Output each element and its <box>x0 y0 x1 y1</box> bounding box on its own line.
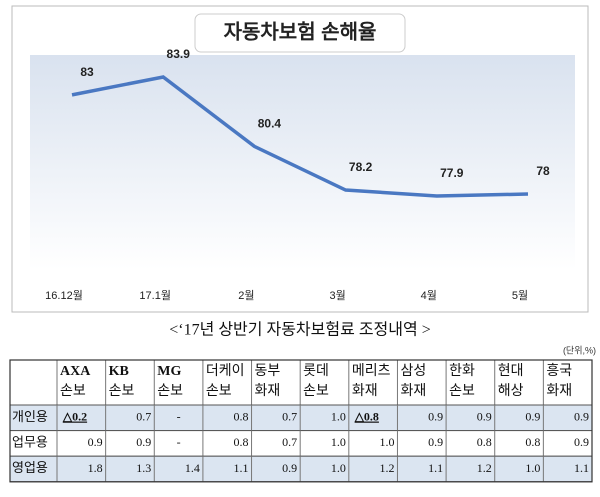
row-header: 개인용 <box>12 409 48 424</box>
column-header: 화재 <box>352 383 378 399</box>
data-label: 78 <box>536 164 550 178</box>
table-cell: 1.4 <box>185 461 200 475</box>
table-cell: 1.2 <box>379 461 394 475</box>
data-label: 80.4 <box>258 117 282 131</box>
table-cell: - <box>177 410 181 424</box>
table-cell: 0.9 <box>136 435 151 449</box>
table-cell: 0.9 <box>574 410 589 424</box>
table-cell: 1.0 <box>525 461 540 475</box>
column-header: 손보 <box>206 383 232 399</box>
plot-area <box>30 55 575 270</box>
table-cell: 0.9 <box>477 410 492 424</box>
column-header: 메리츠 <box>352 363 391 379</box>
subtitle: <‘17년 상반기 자동차보험료 조정내역 > <box>169 321 430 339</box>
column-header: 동부 <box>255 364 281 379</box>
table-cell: 0.9 <box>428 410 443 424</box>
table-cell: △0.2 <box>62 410 87 424</box>
column-header: 해상 <box>498 383 524 399</box>
table-cell: 0.9 <box>428 435 443 449</box>
data-label: 83.9 <box>167 47 191 61</box>
table-cell: 0.9 <box>574 435 589 449</box>
data-label: 78.2 <box>349 160 373 174</box>
table-cell: 0.9 <box>282 461 297 475</box>
chart-title: 자동차보험 손해율 <box>224 20 377 43</box>
column-header: 더케이 <box>206 363 245 379</box>
column-header: AXA <box>60 364 91 379</box>
row-header: 업무용 <box>12 434 48 449</box>
column-header: 흥국 <box>546 363 572 379</box>
table-border <box>9 359 593 483</box>
table-cell: 0.7 <box>282 435 297 449</box>
table-cell: 1.0 <box>331 461 346 475</box>
column-header: 삼성 <box>400 363 426 379</box>
x-tick-label: 5월 <box>512 289 528 302</box>
table-cell: 0.8 <box>525 435 540 449</box>
table-cell: 1.3 <box>136 461 151 475</box>
row-header: 영업용 <box>12 460 48 475</box>
table-cell: 1.8 <box>88 461 103 475</box>
table-cell: 1.1 <box>428 461 443 475</box>
x-tick-label: 17.1월 <box>139 289 171 302</box>
table-cell: 1.0 <box>379 435 394 449</box>
column-header: 현대 <box>498 363 524 379</box>
x-tick-label: 3월 <box>329 289 345 302</box>
column-header: MG <box>157 364 181 379</box>
table-cell: 0.8 <box>234 410 249 424</box>
table-cell: 1.0 <box>331 410 346 424</box>
column-header: 손보 <box>109 383 135 399</box>
column-header: 손보 <box>303 383 329 399</box>
table-cell: 0.8 <box>477 435 492 449</box>
column-header: 화재 <box>546 383 572 399</box>
column-header: 손보 <box>449 383 475 399</box>
data-label: 83 <box>80 65 94 79</box>
data-label: 77.9 <box>440 166 464 180</box>
table-cell: 1.0 <box>331 435 346 449</box>
table-cell: 0.9 <box>88 435 103 449</box>
line <box>71 75 529 198</box>
x-tick-label: 4월 <box>421 289 437 302</box>
column-header: 화재 <box>255 383 281 399</box>
column-header: 롯데 <box>303 363 329 379</box>
column-header: KB <box>109 364 129 379</box>
table-cell: 1.1 <box>234 461 249 475</box>
column-header: 한화 <box>449 363 475 379</box>
table-cell: 0.7 <box>136 410 151 424</box>
table-cell: △0.8 <box>354 410 379 424</box>
title-box <box>194 13 406 53</box>
x-tick-label: 16.12월 <box>45 289 83 302</box>
table-cell: - <box>177 435 181 449</box>
row-bg <box>9 404 593 432</box>
table-cell: 0.7 <box>282 410 297 424</box>
unit-label: (단위,%) <box>563 345 596 355</box>
table-cell: 0.9 <box>525 410 540 424</box>
table-cell: 1.2 <box>477 461 492 475</box>
table-cell: 0.8 <box>234 435 249 449</box>
x-tick-label: 2월 <box>238 289 254 302</box>
column-header: 화재 <box>400 383 426 399</box>
column-header: 손보 <box>60 383 86 399</box>
column-header: 손보 <box>157 383 183 399</box>
table-cell: 1.1 <box>574 461 589 475</box>
